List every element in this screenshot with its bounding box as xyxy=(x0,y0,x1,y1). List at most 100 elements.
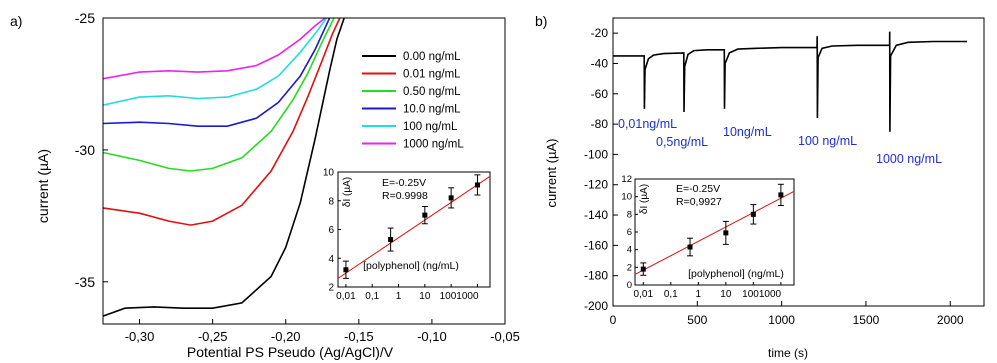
panel-b-xlabel: time (s) xyxy=(768,346,808,360)
panel-a-legend: 0.00 ng/mL 0.01 ng/mL 0.50 ng/mL 10.0 ng/mL… xyxy=(362,51,464,151)
panel-a-series-line xyxy=(102,17,326,80)
panel-a-inset-point xyxy=(448,195,454,201)
panel-b-inset-xtick-label: 0,01 xyxy=(634,289,654,300)
panel-b-ytick-label: -60 xyxy=(591,87,609,101)
panel-b-inset-ylabel: δI (µA) xyxy=(639,184,650,214)
panel-a-xtick-label: -0,25 xyxy=(198,329,228,344)
panel-b-inset-xtick-label: 1001000 xyxy=(742,289,781,300)
panel-b-frame xyxy=(612,17,985,307)
panel-a-inset-ytick-label: 4 xyxy=(328,254,334,265)
panel-a-inset-ytick-label: 8 xyxy=(328,196,334,207)
panel-b-ytick-label: -180 xyxy=(584,269,608,283)
panel-a-legend-label: 0.01 ng/mL xyxy=(403,69,461,81)
panel-b-ytick-label: -100 xyxy=(584,147,608,161)
panel-b-inset-ytick-label: 10 xyxy=(621,192,632,203)
panel-b-series xyxy=(613,31,968,132)
panel-b-inset-point xyxy=(778,192,784,198)
panel-b-inset-ytick-label: 8 xyxy=(627,209,632,220)
panel-b-annotation: 10ng/mL xyxy=(723,125,772,139)
panel-a-legend-label: 10.0 ng/mL xyxy=(403,104,461,116)
panel-a-series-line xyxy=(102,17,335,172)
panel-a-xtick-label: -0,15 xyxy=(344,329,374,344)
panel-b-ylabel: current (µA) xyxy=(544,139,559,208)
panel-a-inset-point xyxy=(474,182,480,188)
panel-b-inset-point xyxy=(640,266,646,272)
panel-a: a) current (µA) Potential PS Pseudo (Ag/… xyxy=(10,10,520,360)
panel-a-series-line xyxy=(102,17,341,226)
panel-a-inset-xlabel: [polyphenol] (ng/mL) xyxy=(363,260,459,272)
panel-b-inset-ytick-label: 4 xyxy=(627,245,632,256)
panel-b-ytick-label: -80 xyxy=(591,117,609,131)
panel-a-inset-ytick-label: 2 xyxy=(328,283,334,294)
panel-b-inset-frame xyxy=(634,178,795,286)
panel-b-ytick-label: -40 xyxy=(591,56,609,70)
panel-a-inset-xtick-label: 1001000 xyxy=(440,291,479,302)
panel-b-xtick-label: 1500 xyxy=(853,313,880,327)
panel-b-annotation: 1000 ng/mL xyxy=(876,152,942,166)
panel-b-inset-xlabel: [polyphenol] (ng/mL) xyxy=(688,268,784,280)
panel-a-inset-xtick-label: 0,01 xyxy=(336,291,356,302)
panel-b-label: b) xyxy=(535,13,547,29)
panel-b-annotation: 0,01ng/mL xyxy=(618,117,677,131)
panel-b-ytick-label: -140 xyxy=(584,208,608,222)
panel-b-annotation: 100 ng/mL xyxy=(798,134,857,148)
panel-b: b) current (µA) time (s) 0 500 1000 1500 200… xyxy=(535,13,985,360)
panel-b-ytick-label: -160 xyxy=(584,238,608,252)
panel-a-inset-point xyxy=(343,267,349,273)
panel-b-xtick-label: 2000 xyxy=(937,313,964,327)
panel-b-inset-ytick-label: 0 xyxy=(627,280,632,291)
panel-b-annotations: 0,01ng/mL 0,5ng/mL 10ng/mL 100 ng/mL 1000 ng… xyxy=(618,117,942,166)
panel-a-legend-label: 0.50 ng/mL xyxy=(403,86,461,98)
panel-a-inset-xtick-label: 0,1 xyxy=(365,291,379,302)
panel-a-ylabel: current (µA) xyxy=(35,149,51,223)
panel-b-axes: 0 500 1000 1500 2000-200-180-160-140-120-100… xyxy=(584,26,964,327)
panel-b-ytick-label: -20 xyxy=(591,26,609,40)
panel-a-legend-label: 100 ng/mL xyxy=(403,121,458,133)
panel-b-inset-fit-line xyxy=(634,190,795,275)
panel-a-xtick-label: -0,10 xyxy=(417,329,447,344)
panel-b-inset-ytick-label: 12 xyxy=(621,174,632,185)
panel-b-ytick-label: -120 xyxy=(584,178,608,192)
panel-a-legend-label: 1000 ng/mL xyxy=(403,139,464,151)
panel-b-xtick-label: 0 xyxy=(610,313,617,327)
panel-b-inset-xtick-label: 10 xyxy=(720,289,732,300)
panel-a-inset-xtick-label: 1 xyxy=(396,291,402,302)
panel-a-inset-point xyxy=(422,212,428,218)
panel-b-series-line xyxy=(613,31,968,132)
panel-b-inset-ytick-label: 2 xyxy=(627,262,632,273)
panel-b-inset-annotation: R=0,9927 xyxy=(676,196,722,208)
panel-a-inset-xtick-label: 10 xyxy=(419,291,431,302)
panel-b-xtick-label: 500 xyxy=(687,313,707,327)
panel-a-series xyxy=(102,17,345,317)
panel-a-xtick-label: -0,05 xyxy=(490,329,520,344)
panel-a-inset-annotation: R=0.9998 xyxy=(382,190,428,202)
panel-a-inset-annotation: E=-0.25V xyxy=(382,177,426,189)
panel-b-inset-point xyxy=(687,244,693,250)
panel-a-inset-fit-line xyxy=(337,175,491,279)
panel-a-ytick-label: -25 xyxy=(75,10,95,26)
panel-a-ytick-label: -35 xyxy=(75,274,95,290)
panel-b-inset-point xyxy=(723,230,729,236)
panel-b-annotation: 0,5ng/mL xyxy=(656,135,708,149)
panel-a-axes: -0,30 -0,25 -0,20 -0,15 -0,10 -0,05 -35 -30 -25 xyxy=(75,10,520,344)
panel-a-inset-point xyxy=(388,237,394,243)
panel-b-inset-xtick-label: 1 xyxy=(696,289,702,300)
panel-a-series-line xyxy=(102,17,331,127)
panel-a-inset-frame xyxy=(337,171,491,288)
panel-a-xlabel: Potential PS Pseudo (Ag/AgCl)/V xyxy=(187,344,394,360)
panel-a-frame xyxy=(102,17,506,325)
panel-b-ytick-label: -200 xyxy=(584,299,608,313)
panel-a-xtick-label: -0,20 xyxy=(271,329,301,344)
panel-a-inset-ytick-label: 10 xyxy=(323,168,335,179)
panel-a-inset-ylabel: δI (µA) xyxy=(342,177,353,207)
panel-b-inset-point xyxy=(750,211,756,217)
panel-b-inset: 0 2 4 6 8 10 12 0,01 0,1 1 10 1001000 E=-0.25VR=0,99… xyxy=(621,174,795,300)
panel-b-xtick-label: 1000 xyxy=(768,313,795,327)
panel-a-series-line xyxy=(102,17,328,106)
panel-a-ytick-label: -30 xyxy=(75,142,95,158)
panel-a-inset-ytick-label: 6 xyxy=(328,225,334,236)
panel-a-xtick-label: -0,30 xyxy=(125,329,155,344)
panel-a-label: a) xyxy=(10,13,22,29)
